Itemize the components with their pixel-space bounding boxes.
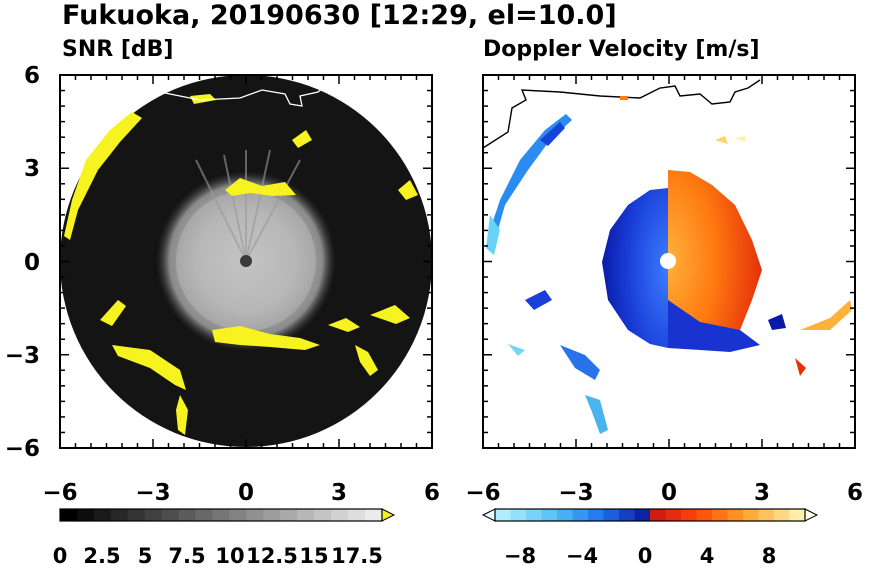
doppler-colorbar-cell [634,509,651,521]
snr-x-tick: 6 [424,480,440,506]
snr-coastline [159,77,330,107]
snr-colorbar-tick: 2.5 [83,544,120,568]
snr-colorbar-tick: 15 [299,544,328,568]
snr-colorbar-labels: 0 2.5 5 7.5 10 12.5 15 17.5 [53,544,383,568]
snr-colorbar-cell [144,509,163,521]
snr-colorbar-cell [76,509,95,521]
snr-colorbar-cell [246,509,264,521]
snr-panel-title: SNR [dB] [62,37,173,62]
doppler-colorbar-cell [650,509,666,521]
doppler-colorbar-cell [758,509,775,521]
doppler-colorbar-cell [696,509,713,521]
doppler-x-tick: 0 [661,480,677,506]
doppler-colorbar-tick: −8 [504,544,536,568]
snr-plot [60,75,432,448]
doppler-colorbar-cell [588,509,604,521]
doppler-colorbar-labels: −8 −4 0 4 8 [504,544,776,568]
doppler-x-tick: 3 [754,480,770,506]
snr-colorbar-cell [314,509,332,521]
snr-colorbar-tick: 10 [215,544,244,568]
doppler-colorbar-over-arrow [804,508,819,522]
snr-y-tick: 3 [24,156,40,182]
doppler-colorbar-cell [681,509,697,521]
doppler-panel-title: Doppler Velocity [m/s] [483,37,760,62]
doppler-x-tick: −6 [465,480,500,506]
doppler-colorbar-cell [526,509,542,521]
snr-y-tick: 0 [24,250,40,276]
doppler-approaching-field [602,188,668,348]
doppler-colorbar-cell [789,509,806,521]
snr-over-range-echoes [64,94,418,435]
doppler-colorbar-cell [495,509,511,521]
snr-colorbar-cell [110,509,129,521]
doppler-colorbar [481,508,819,522]
doppler-x-tick: −3 [558,480,593,506]
doppler-colorbar-cell [603,509,620,521]
snr-colorbar-cell [60,509,78,521]
doppler-coastline [483,79,761,149]
doppler-far-echoes [486,96,852,434]
snr-colorbar-cell [127,509,146,521]
snr-colorbar-cell [365,509,383,521]
snr-colorbar-over-arrow [381,508,396,522]
doppler-colorbar-tick: 4 [700,544,715,568]
snr-radar-center [240,255,252,267]
snr-colorbar-cell [195,509,213,521]
doppler-colorbar-cell [743,509,759,521]
doppler-plot [483,75,855,448]
snr-x-tick-labels: −6 −3 0 3 6 [42,480,440,506]
doppler-receding-field [668,170,762,348]
snr-x-tick: 0 [238,480,254,506]
doppler-colorbar-cell [712,509,728,521]
snr-y-tick: −6 [5,436,40,462]
snr-colorbar-tick: 7.5 [168,544,205,568]
doppler-colorbar-cell [619,509,635,521]
doppler-colorbar-tick: 0 [638,544,653,568]
snr-x-tick: −3 [135,480,170,506]
doppler-colorbar-cell [774,509,790,521]
doppler-colorbar-cell [541,509,558,521]
doppler-colorbar-tick: −4 [566,544,598,568]
snr-colorbar-cell [263,509,281,521]
doppler-colorbar-cell [665,509,682,521]
figure-title: Fukuoka, 20190630 [12:29, el=10.0] [62,0,617,31]
doppler-axes [482,74,856,449]
snr-axes [59,74,433,449]
snr-colorbar-tick: 12.5 [246,544,298,568]
doppler-x-tick-labels: −6 −3 0 3 6 [465,480,863,506]
doppler-x-tick: 6 [847,480,863,506]
snr-colorbar-tick: 17.5 [331,544,383,568]
snr-colorbar-cell [297,509,315,521]
doppler-colorbar-cell [557,509,573,521]
snr-colorbar-tick: 0 [53,544,68,568]
snr-colorbar-cell [178,509,196,521]
snr-radial-streaks [195,149,301,262]
snr-colorbar-cell [93,509,112,521]
snr-colorbar [59,508,396,522]
snr-colorbar-cell [280,509,298,521]
snr-colorbar-tick: 5 [138,544,153,568]
snr-colorbar-cell [161,509,180,521]
snr-y-tick: −3 [5,343,40,369]
snr-colorbar-cell [331,509,349,521]
snr-colorbar-cell [212,509,230,521]
doppler-colorbar-cell [510,509,527,521]
doppler-colorbar-tick: 8 [762,544,777,568]
doppler-colorbar-cell [727,509,744,521]
snr-y-tick: 6 [24,63,40,89]
snr-colorbar-cell [229,509,247,521]
doppler-colorbar-under-arrow [481,508,496,522]
snr-y-tick-labels: 6 3 0 −3 −6 [5,63,40,462]
doppler-colorbar-cell [572,509,589,521]
snr-x-tick: 3 [331,480,347,506]
snr-x-tick: −6 [42,480,77,506]
snr-colorbar-cell [348,509,366,521]
doppler-radar-center [660,253,676,269]
